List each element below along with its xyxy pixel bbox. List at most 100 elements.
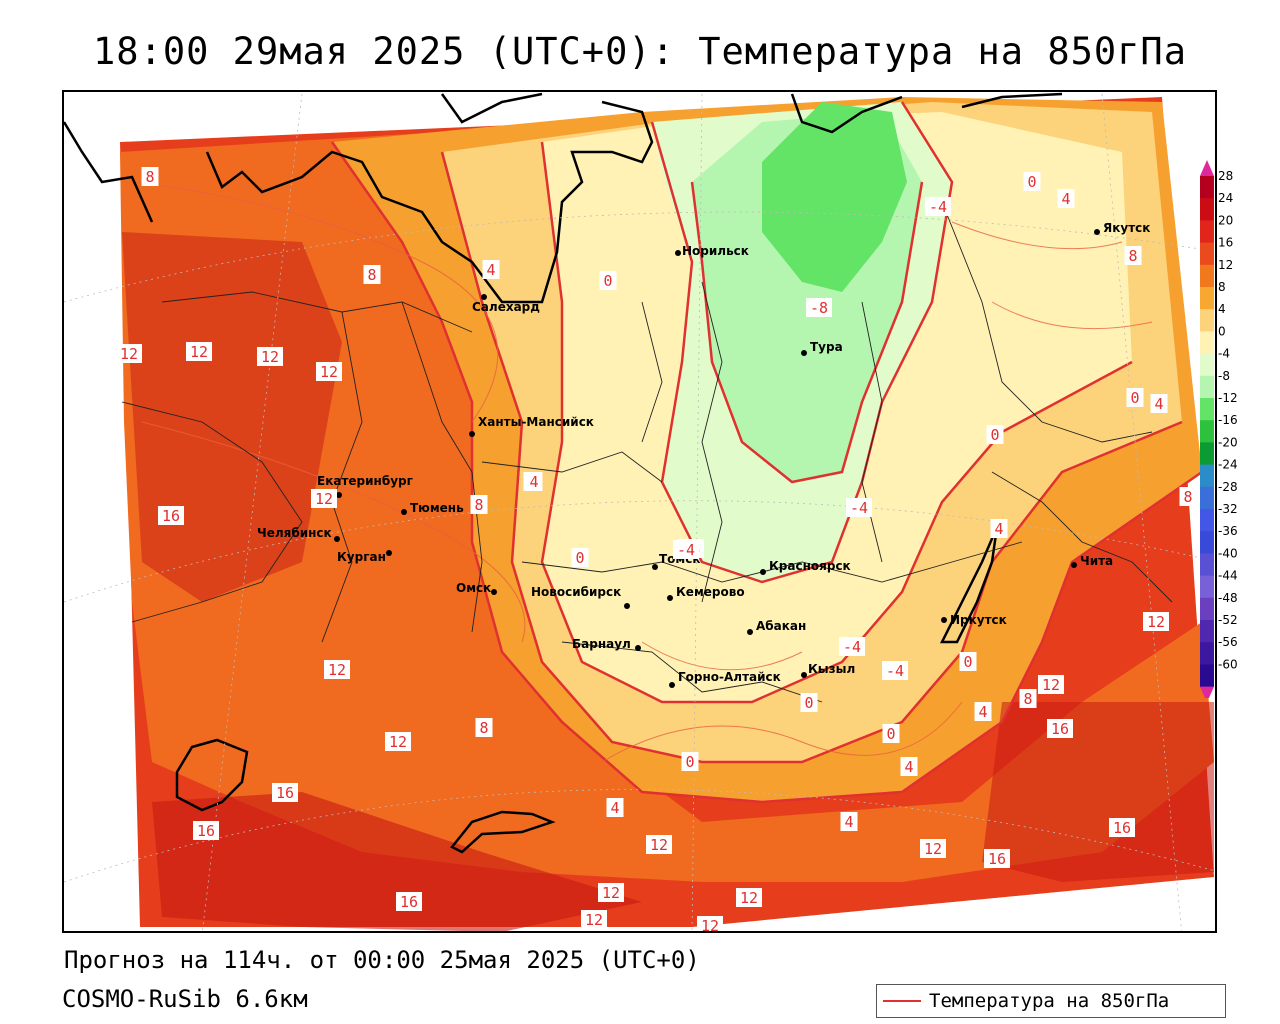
- contour-label-text: -4: [929, 198, 947, 216]
- colorbar-tick-label: 20: [1218, 213, 1233, 227]
- contour-label-background: [1179, 487, 1197, 506]
- contour-value-label: 4: [1057, 189, 1075, 208]
- contour-label-text: 12: [120, 345, 138, 363]
- contour-label-text: -8: [810, 299, 828, 317]
- contour-label-text: 12: [740, 889, 758, 907]
- contour-value-label: -4: [673, 540, 699, 559]
- colorbar-tick-label: 12: [1218, 258, 1233, 272]
- city-layer: Салехард Норильск Якутск Тура Ханты-Мансийск…: [257, 221, 1150, 688]
- contour-value-label: 8: [470, 495, 488, 514]
- contour-label-background: [599, 271, 617, 290]
- contour-value-label: 4: [974, 702, 992, 721]
- city-dot: [747, 629, 753, 635]
- contour-label-background: [598, 883, 624, 902]
- contour-label-text: 16: [400, 893, 418, 911]
- city-dot: [675, 250, 681, 256]
- contour-label-background: [840, 812, 858, 831]
- city-dot: [669, 682, 675, 688]
- contour-label-background: [990, 519, 1008, 538]
- contour-label-background: [1038, 675, 1064, 694]
- contour-label-text: 8: [1023, 690, 1032, 708]
- contour-label-text: 16: [162, 507, 180, 525]
- contour-value-label: 4: [840, 812, 858, 831]
- contour-label-text: -4: [886, 662, 904, 680]
- colorbar-swatch: [1200, 642, 1214, 665]
- city-dot: [941, 617, 947, 623]
- city-label: Норильск: [682, 244, 749, 258]
- contour-label-text: 12: [389, 733, 407, 751]
- contour-label-text: 8: [1128, 247, 1137, 265]
- contour-label-text: 12: [1147, 613, 1165, 631]
- city-dot: [336, 492, 342, 498]
- colorbar-under-arrow: [1200, 686, 1214, 698]
- contour-label-text: 4: [1061, 190, 1070, 208]
- contour-label-background: [697, 916, 723, 931]
- contour-label-background: [806, 298, 832, 317]
- contour-value-label: 8: [363, 265, 381, 284]
- temp-band-16-20-east: [982, 702, 1214, 882]
- city-marker: Горно-Алтайск: [669, 670, 781, 688]
- contour-value-label: 16: [396, 892, 422, 911]
- contour-label-background: [646, 835, 672, 854]
- contour-value-label: 12: [316, 362, 342, 381]
- contour-label-background: [257, 347, 283, 366]
- colorbar-swatch: [1200, 597, 1214, 621]
- city-label: Челябинск: [257, 526, 332, 540]
- contour-value-label: 8: [1179, 487, 1197, 506]
- contour-label-background: [846, 498, 872, 517]
- contour-label-background: [193, 821, 219, 840]
- contour-label-text: 12: [650, 836, 668, 854]
- contour-value-label: 4: [990, 519, 1008, 538]
- contour-label-background: [882, 661, 908, 680]
- city-marker: Иркутск: [941, 613, 1007, 627]
- contour-value-label: 0: [1126, 388, 1144, 407]
- city-label: Новосибирск: [531, 585, 621, 599]
- contour-label-text: -4: [677, 541, 695, 559]
- contour-label-text: 0: [1130, 389, 1139, 407]
- contour-value-label: -8: [806, 298, 832, 317]
- contour-label-text: 4: [486, 261, 495, 279]
- contour-label-background: [800, 693, 818, 712]
- city-label: Горно-Алтайск: [678, 670, 781, 684]
- contour-value-label: 8: [475, 718, 493, 737]
- contour-label-background: [959, 652, 977, 671]
- contour-value-label: 16: [272, 783, 298, 802]
- contour-label-layer: 8840-404812121212-804-404121684-40-40481…: [116, 167, 1197, 931]
- contour-value-label: 16: [158, 506, 184, 525]
- contour-label-text: 12: [320, 363, 338, 381]
- colorbar-swatch: [1200, 198, 1214, 221]
- temperature-contours-thin: [131, 181, 1153, 763]
- contour-value-label: 12: [186, 342, 212, 361]
- contour-value-label: 8: [141, 167, 159, 186]
- contour-label-background: [1057, 189, 1075, 208]
- colorbar-tick-label: -24: [1218, 458, 1238, 472]
- contour-label-text: 16: [1051, 720, 1069, 738]
- temperature-map: Салехард Норильск Якутск Тура Ханты-Мансийск…: [64, 92, 1215, 931]
- contour-value-label: 4: [525, 472, 543, 491]
- colorbar-tick-label: 28: [1218, 169, 1233, 183]
- contour-label-text: 12: [190, 343, 208, 361]
- colorbar-tick-label: -28: [1218, 480, 1238, 494]
- colorbar-tick-label: -12: [1218, 391, 1238, 405]
- contour-label-text: 12: [1042, 676, 1060, 694]
- city-label: Омск: [456, 581, 491, 595]
- colorbar-swatch: [1200, 664, 1214, 688]
- city-marker: Омск: [456, 581, 497, 595]
- colorbar-tick-label: 16: [1218, 236, 1233, 250]
- contour-label-text: 4: [610, 799, 619, 817]
- contour-label-background: [882, 724, 900, 743]
- contour-value-label: -4: [846, 498, 872, 517]
- contour-value-label: 12: [581, 910, 607, 929]
- city-dot: [635, 645, 641, 651]
- contour-label-text: 4: [529, 473, 538, 491]
- contour-label-background: [475, 718, 493, 737]
- city-marker: Новосибирск: [531, 585, 630, 609]
- contour-label-background: [1023, 172, 1041, 191]
- contour-label-background: [984, 849, 1010, 868]
- city-dot: [652, 564, 658, 570]
- colorbar-tick-label: -32: [1218, 502, 1238, 516]
- contour-label-background: [363, 265, 381, 284]
- contour-label-background: [141, 167, 159, 186]
- city-marker: Салехард: [472, 294, 540, 314]
- contour-value-label: 12: [1038, 675, 1064, 694]
